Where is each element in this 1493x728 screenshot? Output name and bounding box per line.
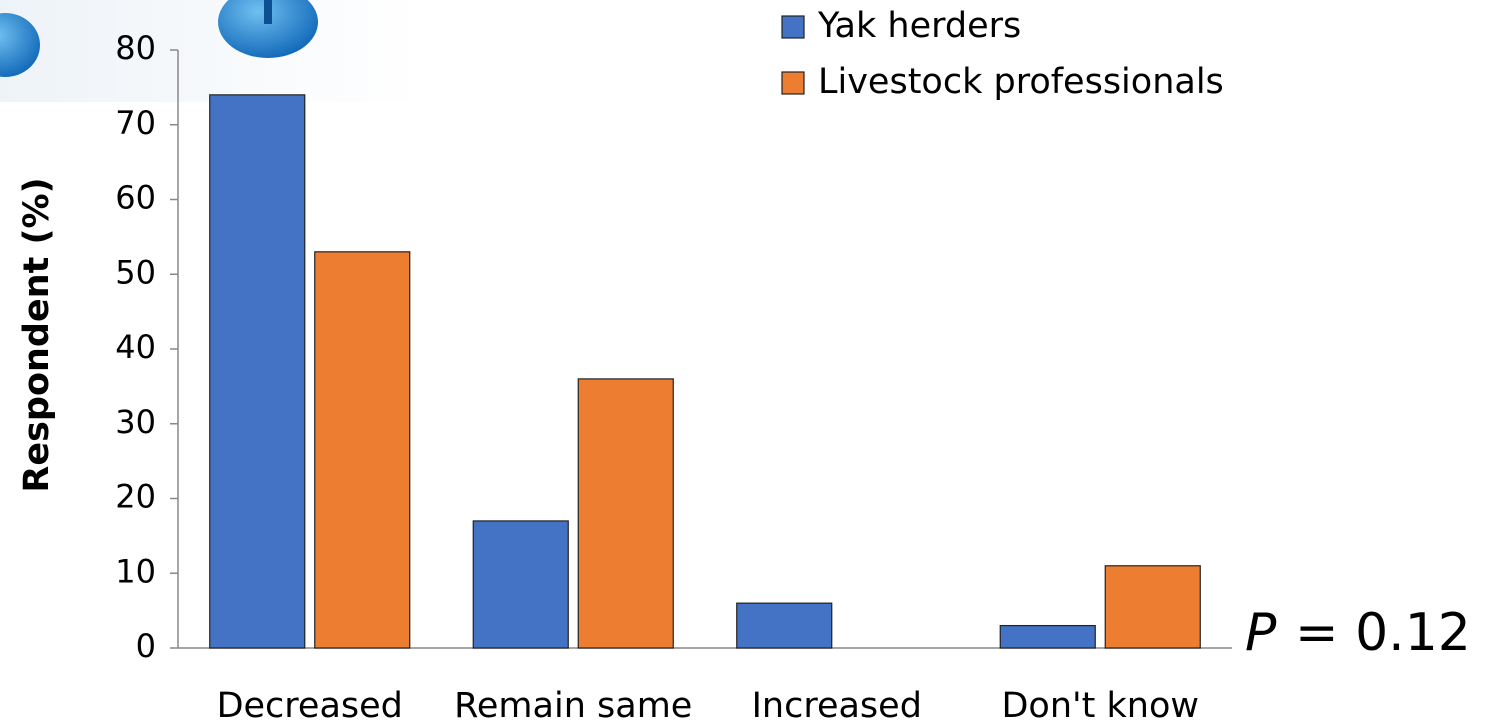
legend-swatch — [781, 15, 805, 39]
y-axis-label: Respondent (%) — [17, 177, 57, 492]
bar — [209, 94, 306, 649]
bar — [736, 602, 833, 649]
x-tick-label: Increased — [752, 686, 922, 726]
y-tick-label: 40 — [115, 328, 156, 366]
x-tick-label: Decreased — [217, 686, 403, 726]
legend-label: Livestock professionals — [818, 62, 1224, 102]
bar — [1104, 565, 1201, 649]
decoration — [0, 0, 425, 102]
bar — [577, 378, 674, 649]
bar — [314, 251, 411, 649]
y-tick-label: 0 — [136, 627, 156, 665]
annotation: = 0.12 — [1295, 603, 1471, 663]
legend-label: Yak herders — [817, 6, 1021, 46]
y-tick-label: 60 — [115, 179, 156, 217]
bar — [999, 624, 1096, 649]
y-tick-label: 70 — [115, 104, 156, 142]
y-tick-label: 20 — [115, 478, 156, 516]
bar — [472, 520, 569, 649]
y-tick-label: 80 — [115, 29, 156, 67]
y-tick-label: 50 — [115, 253, 156, 291]
y-tick-label: 10 — [115, 552, 156, 590]
annotation: P — [1245, 603, 1277, 663]
legend-swatch — [781, 71, 805, 95]
x-tick-label: Remain same — [454, 686, 692, 726]
y-tick-label: 30 — [115, 403, 156, 441]
x-tick-label: Don't know — [1001, 686, 1199, 726]
